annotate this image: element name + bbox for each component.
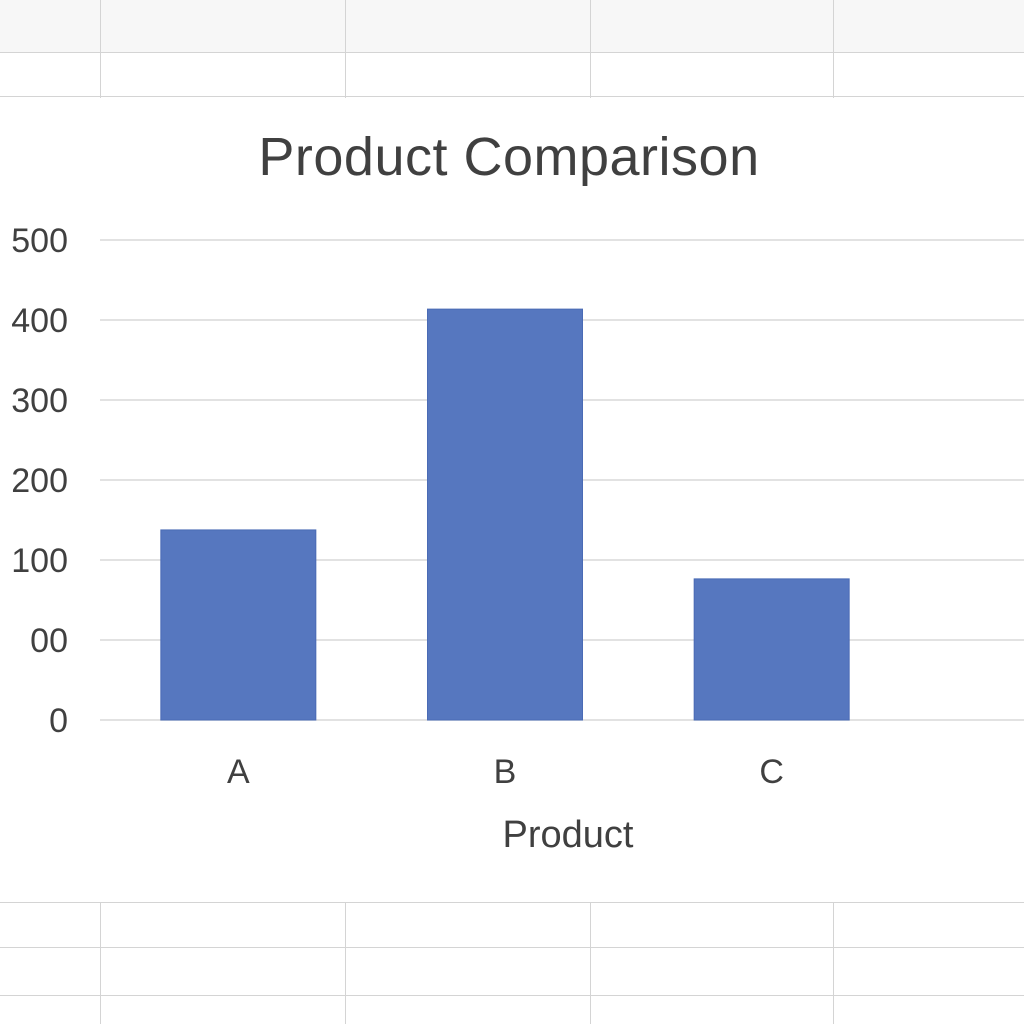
y-tick-label: 400 [11,302,68,340]
column-divider [100,902,101,1024]
y-tick-label: 200 [11,462,68,500]
column-divider [833,902,834,1024]
column-header-row [0,0,1024,52]
spreadsheet-grid-top [0,0,1024,98]
x-axis-title[interactable]: Product [502,814,634,856]
column-divider [345,0,346,98]
column-divider [345,902,346,1024]
row-divider [0,902,1024,903]
x-tick-label: C [759,753,784,791]
bar-a[interactable] [160,529,317,721]
y-tick-label: 0 [49,702,68,740]
chart-title[interactable]: Product Comparison [258,127,760,187]
row-divider [0,947,1024,948]
bar-c[interactable] [693,578,850,721]
spreadsheet-grid-bottom [0,900,1024,1024]
row-divider [0,52,1024,53]
x-tick-label: B [494,753,517,791]
y-tick-label: 300 [11,382,68,420]
x-tick-label: A [227,753,250,791]
row-divider [0,96,1024,97]
y-tick-label: 100 [11,542,68,580]
column-divider [100,0,101,98]
column-divider [833,0,834,98]
bar-b[interactable] [427,308,583,721]
column-divider [590,902,591,1024]
column-divider [590,0,591,98]
row-divider [0,995,1024,996]
y-tick-label: 500 [11,222,68,260]
y-tick-label: 00 [30,622,68,660]
